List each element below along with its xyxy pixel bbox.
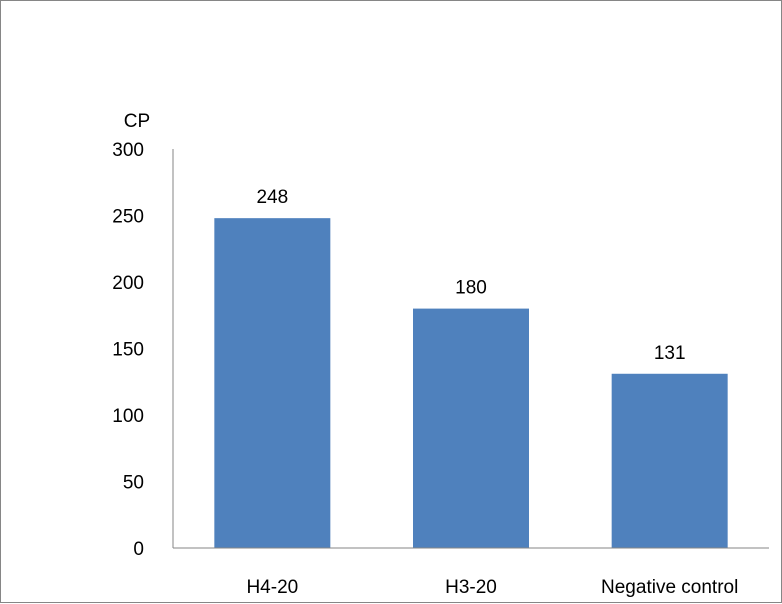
y-tick-label: 300: [112, 140, 144, 161]
y-tick-label: 150: [112, 340, 144, 361]
y-tick-label: 0: [133, 539, 144, 560]
y-tick-label: 100: [112, 406, 144, 427]
data-label: 131: [654, 343, 686, 364]
bars: [214, 218, 728, 548]
bar: [413, 308, 529, 548]
x-tick-label: Negative control: [601, 577, 738, 598]
x-tick-label: H3-20: [445, 577, 497, 598]
y-tick-label: 250: [112, 207, 144, 228]
x-tick-labels: H4-20 H3-20 Negative control: [246, 577, 738, 598]
y-axis-label: CP: [124, 111, 150, 132]
bar: [214, 218, 331, 548]
y-tick-label: 200: [112, 273, 144, 294]
data-labels: 248 180 131: [256, 187, 685, 364]
x-tick-label: H4-20: [246, 577, 298, 598]
data-label: 248: [256, 187, 288, 208]
y-tick-labels: 0 50 100 150 200 250 300: [112, 140, 144, 560]
y-tick-label: 50: [123, 473, 144, 494]
data-label: 180: [455, 278, 487, 299]
bar: [611, 373, 728, 548]
